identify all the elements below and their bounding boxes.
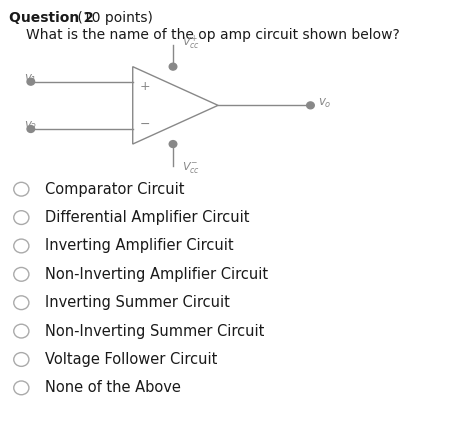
Text: What is the name of the op amp circuit shown below?: What is the name of the op amp circuit s… (26, 28, 400, 42)
Circle shape (307, 102, 314, 109)
Text: $v_o$: $v_o$ (318, 97, 331, 110)
Text: None of the Above: None of the Above (45, 381, 181, 395)
Text: Question 2: Question 2 (9, 11, 94, 25)
Text: Comparator Circuit: Comparator Circuit (45, 182, 184, 197)
Text: Non-Inverting Summer Circuit: Non-Inverting Summer Circuit (45, 324, 264, 338)
Text: Inverting Summer Circuit: Inverting Summer Circuit (45, 295, 230, 310)
Text: $v_1$: $v_1$ (24, 73, 37, 86)
Text: −: − (139, 118, 150, 131)
Circle shape (169, 141, 177, 147)
Text: Inverting Amplifier Circuit: Inverting Amplifier Circuit (45, 239, 234, 253)
Text: $V_{cc}^{-}$: $V_{cc}^{-}$ (182, 160, 201, 175)
Text: $V_{cc}^{+}$: $V_{cc}^{+}$ (182, 34, 201, 52)
Text: Voltage Follower Circuit: Voltage Follower Circuit (45, 352, 218, 367)
Text: Differential Amplifier Circuit: Differential Amplifier Circuit (45, 210, 249, 225)
Text: +: + (139, 80, 150, 92)
Text: Non-Inverting Amplifier Circuit: Non-Inverting Amplifier Circuit (45, 267, 268, 282)
Circle shape (169, 63, 177, 70)
Circle shape (27, 126, 35, 132)
Circle shape (27, 78, 35, 85)
Text: $v_2$: $v_2$ (24, 120, 37, 133)
Text: (10 points): (10 points) (73, 11, 154, 25)
